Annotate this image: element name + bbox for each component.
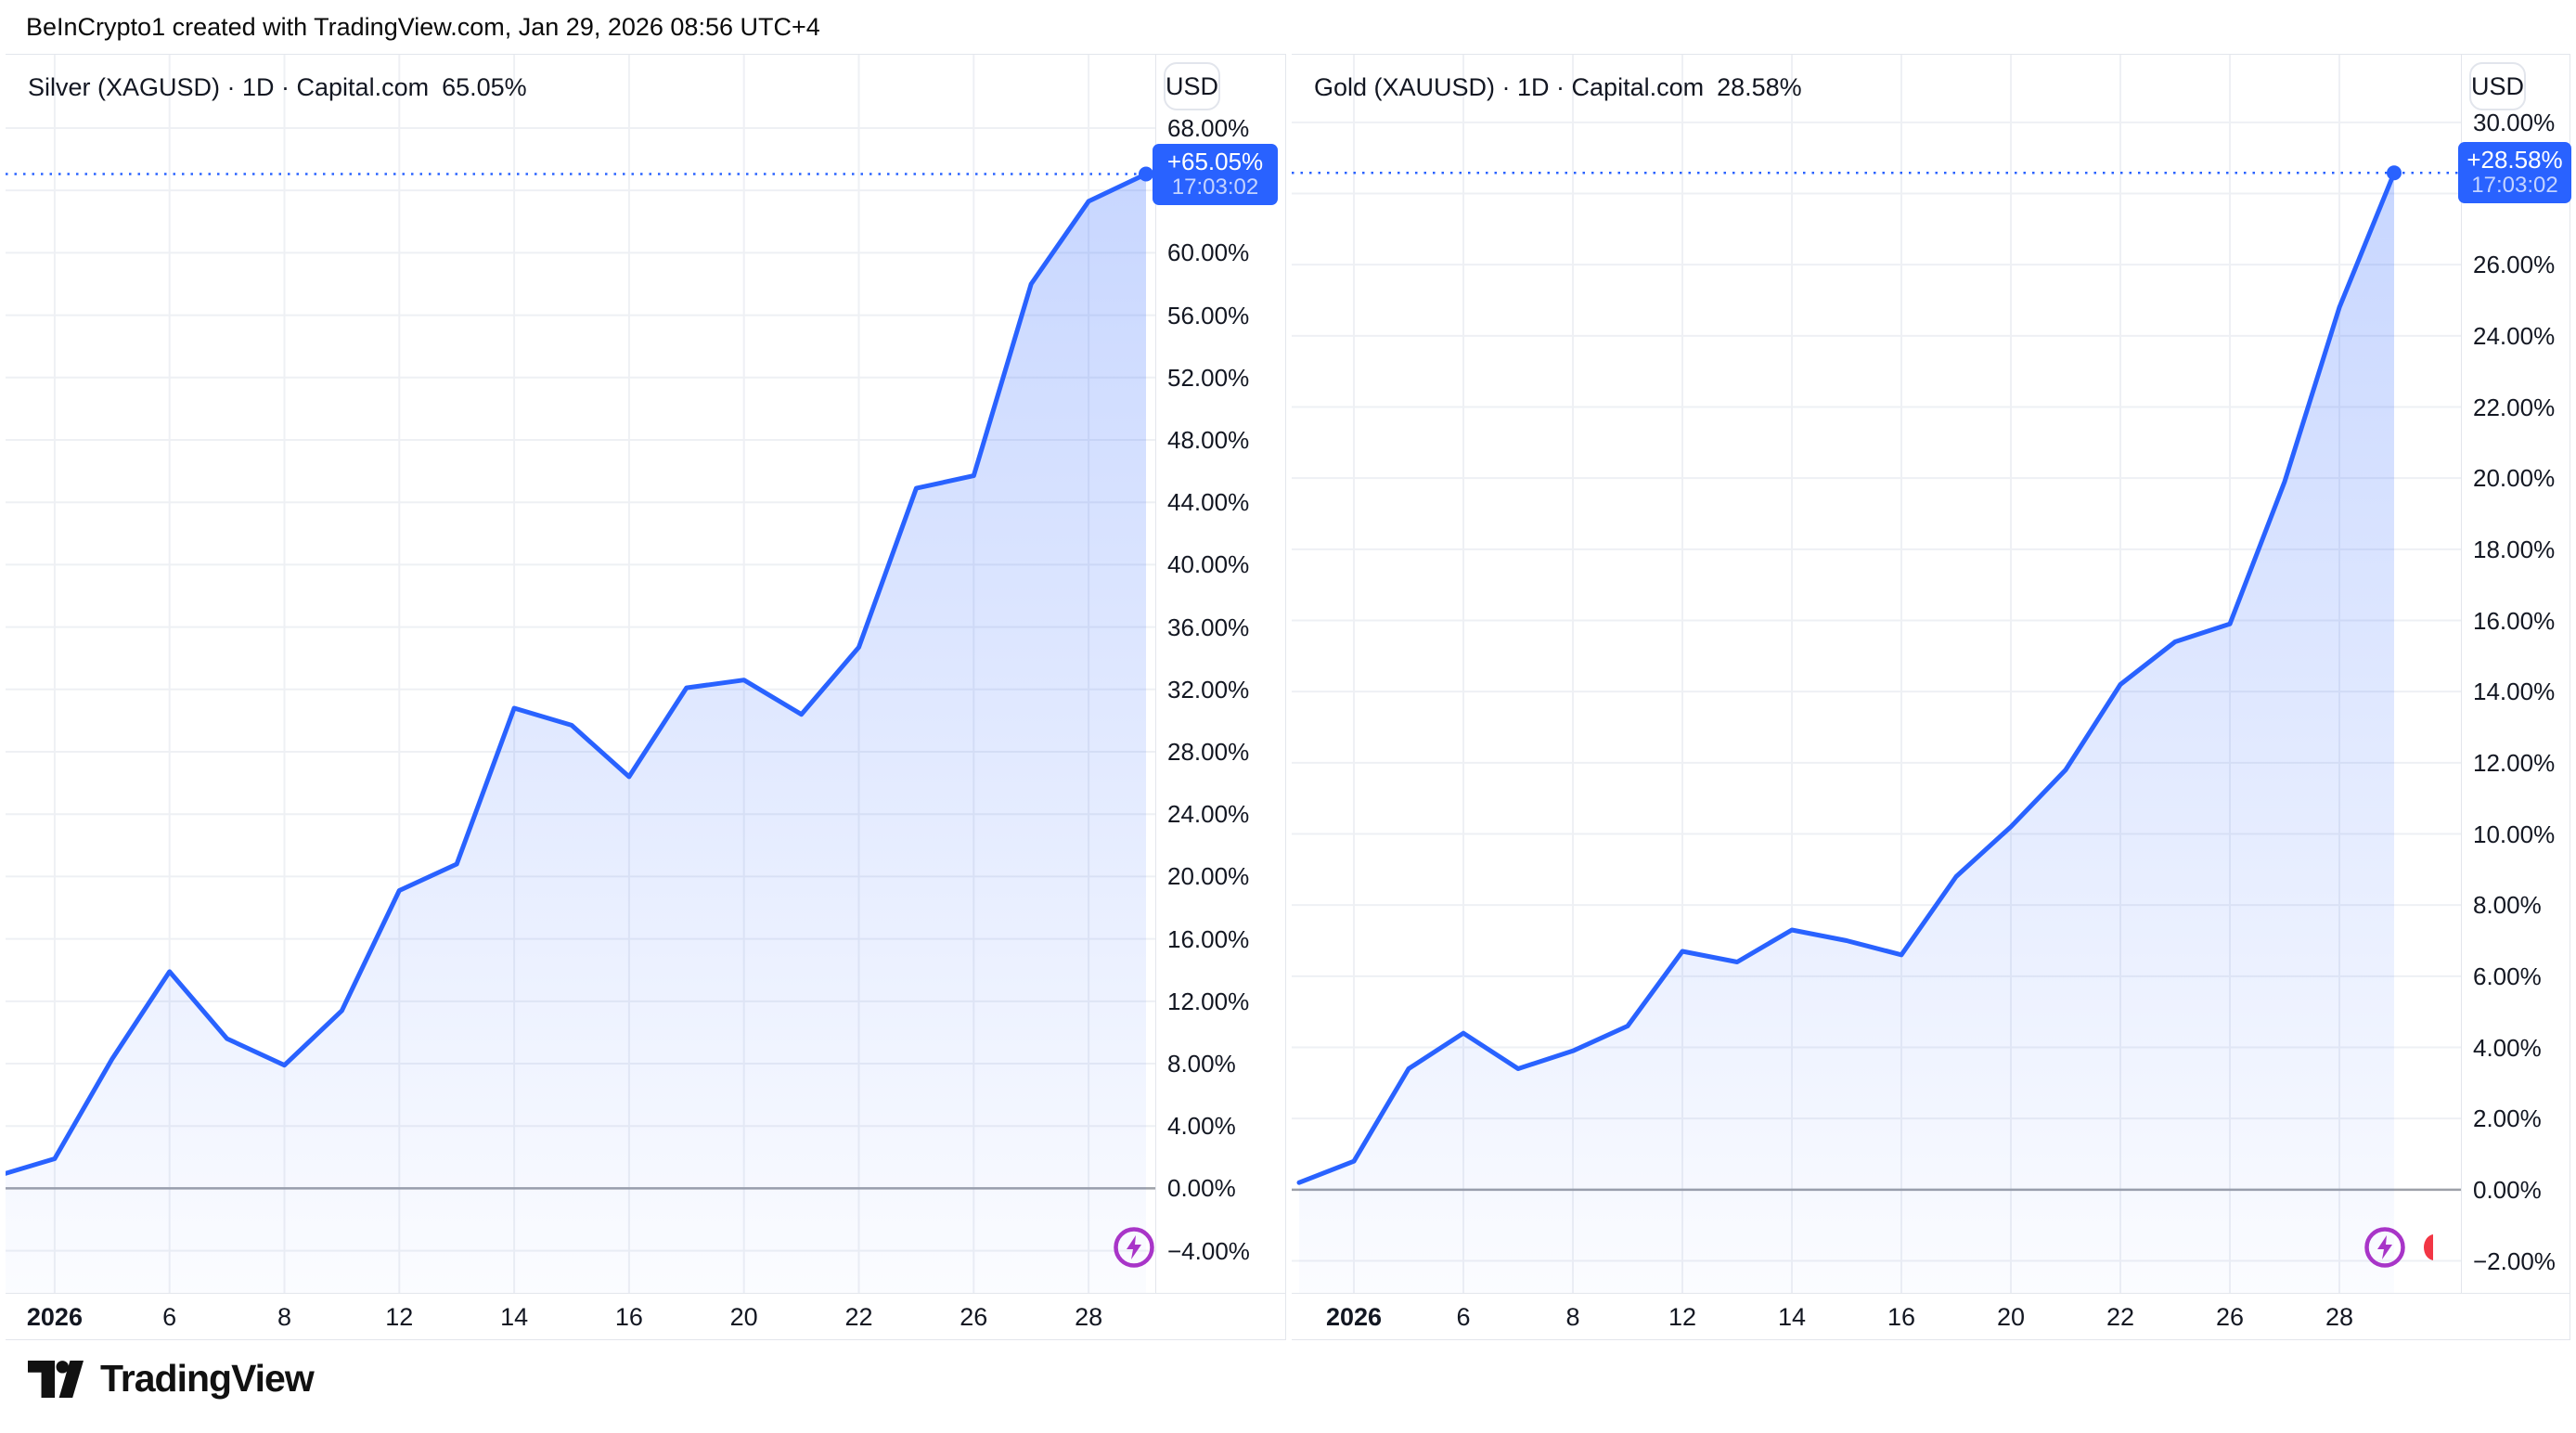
y-axis-tick-label: 24.00% xyxy=(2473,321,2556,350)
gold-time-axis[interactable]: 2026 6 8 12 14 16 20 22 26 28 xyxy=(1292,1293,2570,1340)
x-axis-tick-label: 26 xyxy=(960,1303,988,1331)
x-axis-tick-label: 14 xyxy=(500,1303,529,1331)
silver-chart-panel: Silver (XAGUSD) · 1D · Capital.com 65.05%… xyxy=(6,54,1286,1340)
y-axis-tick-label: 56.00% xyxy=(1167,301,1250,329)
x-axis-tick-label: 26 xyxy=(2215,1303,2245,1331)
attribution-text: BeInCrypto1 created with TradingView.com… xyxy=(26,13,820,41)
x-axis-tick-label: 22 xyxy=(2106,1303,2135,1331)
silver-plot-area[interactable] xyxy=(6,55,1155,1293)
y-axis-tick-label: −4.00% xyxy=(1167,1236,1250,1265)
y-axis-tick-label: 44.00% xyxy=(1167,488,1250,517)
y-axis-tick-label: 40.00% xyxy=(1167,550,1250,579)
silver-last-price-time: 17:03:02 xyxy=(1171,174,1259,200)
silver-price-axis[interactable]: USD +65.05% 17:03:02 68.00% 60.00% 56.00% 5… xyxy=(1153,55,1286,1293)
x-axis-tick-label: 14 xyxy=(1777,1303,1807,1331)
y-axis-tick-label: 0.00% xyxy=(1167,1174,1236,1203)
y-axis-tick-label: 12.00% xyxy=(1167,987,1250,1015)
gold-chart-title[interactable]: Gold (XAUUSD) · 1D · Capital.com 28.58% xyxy=(1314,73,1802,102)
y-axis-tick-label: 22.00% xyxy=(2473,393,2556,421)
currency-toggle-button[interactable]: USD xyxy=(2469,62,2527,110)
y-axis-tick-label: 60.00% xyxy=(1167,239,1250,267)
y-axis-tick-label: 30.00% xyxy=(2473,108,2556,136)
y-axis-tick-label: 52.00% xyxy=(1167,363,1250,392)
y-axis-tick-label: 32.00% xyxy=(1167,675,1250,704)
x-axis-tick-label: 8 xyxy=(1565,1303,1580,1331)
y-axis-tick-label: 4.00% xyxy=(1167,1112,1236,1141)
x-axis-tick-label: 12 xyxy=(385,1303,414,1331)
x-axis-tick-label: 28 xyxy=(1075,1303,1103,1331)
y-axis-tick-label: 24.00% xyxy=(1167,800,1250,829)
gold-chart-panel: Gold (XAUUSD) · 1D · Capital.com 28.58% U… xyxy=(1292,54,2571,1340)
gold-symbol-label: Gold (XAUUSD) · 1D · Capital.com xyxy=(1314,73,1705,101)
x-axis-tick-label: 28 xyxy=(2325,1303,2354,1331)
x-axis-tick-label: 20 xyxy=(729,1303,758,1331)
y-axis-tick-label: 20.00% xyxy=(2473,464,2556,493)
gold-change-value: 28.58% xyxy=(1717,73,1802,101)
x-axis-tick-label: 8 xyxy=(277,1303,292,1331)
y-axis-tick-label: 20.00% xyxy=(1167,862,1250,891)
silver-chart-title[interactable]: Silver (XAGUSD) · 1D · Capital.com 65.05% xyxy=(28,73,527,102)
silver-symbol-label: Silver (XAGUSD) · 1D · Capital.com xyxy=(28,73,430,101)
currency-toggle-button[interactable]: USD xyxy=(1164,62,1221,110)
gold-last-price-time: 17:03:02 xyxy=(2471,173,2558,199)
gold-last-price-value: +28.58% xyxy=(2467,146,2563,174)
y-axis-tick-label: 0.00% xyxy=(2473,1175,2542,1204)
silver-change-value: 65.05% xyxy=(442,73,527,101)
gold-last-price-label[interactable]: +28.58% 17:03:02 xyxy=(2458,142,2571,204)
flash-icon[interactable] xyxy=(2363,1226,2406,1269)
y-axis-tick-label: −2.00% xyxy=(2473,1246,2556,1275)
y-axis-tick-label: 2.00% xyxy=(2473,1104,2542,1133)
x-axis-tick-label: 22 xyxy=(844,1303,873,1331)
tradingview-logo-icon xyxy=(28,1360,84,1398)
y-axis-tick-label: 48.00% xyxy=(1167,425,1250,454)
y-axis-tick-label: 4.00% xyxy=(2473,1033,2542,1062)
y-axis-tick-label: 16.00% xyxy=(1167,924,1250,953)
y-axis-tick-label: 36.00% xyxy=(1167,613,1250,641)
gold-plot-area[interactable] xyxy=(1292,55,2461,1293)
x-axis-tick-label: 2026 xyxy=(1326,1303,1383,1331)
y-axis-tick-label: 10.00% xyxy=(2473,820,2556,848)
y-axis-tick-label: 18.00% xyxy=(2473,535,2556,563)
y-axis-tick-label: 26.00% xyxy=(2473,251,2556,279)
y-axis-tick-label: 14.00% xyxy=(2473,678,2556,706)
tradingview-wordmark: TradingView xyxy=(100,1357,315,1400)
y-axis-tick-label: 8.00% xyxy=(2473,891,2542,920)
gold-price-axis[interactable]: USD +28.58% 17:03:02 30.00% 26.00% 24.00% 2… xyxy=(2458,55,2571,1293)
y-axis-tick-label: 12.00% xyxy=(2473,748,2556,777)
x-axis-tick-label: 6 xyxy=(1456,1303,1471,1331)
x-axis-tick-label: 6 xyxy=(162,1303,177,1331)
y-axis-tick-label: 8.00% xyxy=(1167,1050,1236,1078)
y-axis-tick-label: 16.00% xyxy=(2473,606,2556,635)
silver-time-axis[interactable]: 2026 6 8 12 14 16 20 22 26 28 xyxy=(6,1293,1286,1340)
y-axis-tick-label: 68.00% xyxy=(1167,113,1250,142)
tradingview-footer[interactable]: TradingView xyxy=(28,1357,315,1401)
y-axis-tick-label: 6.00% xyxy=(2473,962,2542,990)
silver-last-price-value: +65.05% xyxy=(1166,147,1264,175)
silver-last-price-label[interactable]: +65.05% 17:03:02 xyxy=(1153,143,1278,205)
y-axis-tick-label: 28.00% xyxy=(1167,738,1250,766)
x-axis-tick-label: 12 xyxy=(1668,1303,1697,1331)
x-axis-tick-label: 16 xyxy=(1887,1303,1916,1331)
x-axis-tick-label: 20 xyxy=(1996,1303,2026,1331)
flash-icon[interactable] xyxy=(1113,1226,1155,1269)
x-axis-tick-label: 16 xyxy=(614,1303,643,1331)
x-axis-tick-label: 2026 xyxy=(26,1303,83,1331)
